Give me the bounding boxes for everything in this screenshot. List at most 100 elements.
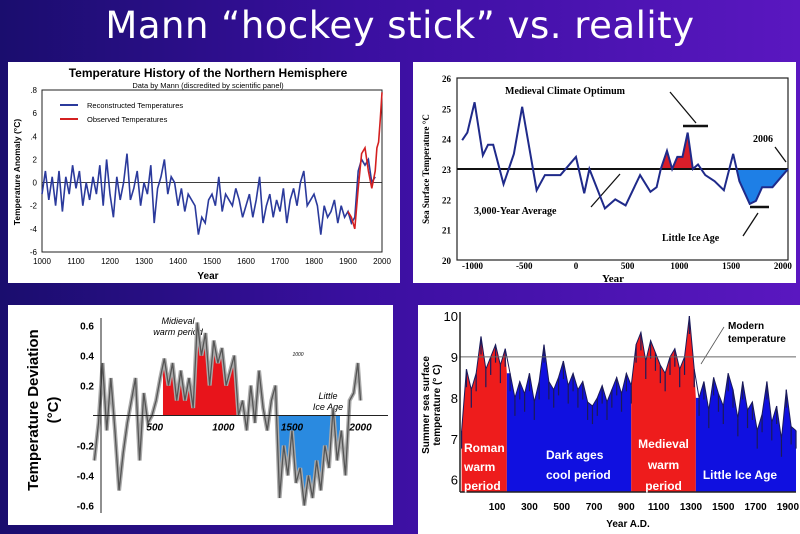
y-tick-label: 7: [451, 432, 458, 447]
modern-temperature-label-line2: temperature: [728, 334, 786, 345]
temperature-deviation-chart: Temperature Deviation (°C) Midieval warm…: [25, 316, 388, 513]
summer-sea-surface-chart-panel: Year A.D. Summer sea surface temperature…: [418, 305, 800, 534]
x-tick-label: 1200: [101, 257, 119, 266]
y-tick-label: 20: [442, 256, 452, 266]
y-axis-label: Temperature Anomaly (°C): [12, 119, 22, 226]
annotation-little-ice-age-line2: Ice Age: [313, 402, 343, 412]
y-tick-label: -6: [30, 248, 38, 257]
annotation-midieval-line2: warm period: [153, 327, 204, 337]
x-tick-label: 1800: [305, 257, 323, 266]
y-tick-label: -0.2: [77, 442, 95, 453]
y-tick-label: 10: [444, 309, 458, 324]
x-tick-label: 1100: [648, 502, 670, 513]
period-label: warm: [463, 460, 495, 474]
y-tick-label: 26: [442, 74, 452, 84]
hockey-stick-chart: Temperature History of the Northern Hemi…: [12, 66, 391, 282]
annotation-medieval-climate-optimum: Medieval Climate Optimum: [505, 86, 626, 97]
plot-frame: [41, 89, 383, 253]
sea-surface-3000-year-chart-panel: Year Sea Surface Temperature °C Medieval…: [413, 62, 796, 283]
x-tick-label: 0: [574, 261, 579, 271]
x-tick-label: 1500: [722, 261, 741, 271]
x-tick-label: 500: [621, 261, 635, 271]
x-tick-label: 1500: [712, 502, 735, 513]
x-tick-label: 1900: [777, 502, 800, 513]
x-axis-label: Year: [602, 273, 624, 283]
y-axis-label-line2: (°C): [45, 397, 62, 424]
legend-label-observed: Observed Temperatures: [87, 115, 168, 124]
sea-surface-3000-year-chart: Year Sea Surface Temperature °C Medieval…: [421, 74, 792, 283]
hockey-stick-chart-panel: Temperature History of the Northern Hemi…: [8, 62, 400, 283]
y-tick-label: -0.6: [77, 502, 95, 513]
annotation-midieval-line1: Midieval: [161, 316, 195, 326]
x-tick-label: 1500: [281, 423, 304, 434]
series-line: [93, 322, 362, 506]
period-label: warm: [647, 458, 679, 472]
temperature-deviation-chart-panel: Temperature Deviation (°C) Midieval warm…: [8, 305, 393, 525]
arrow-2006: [774, 146, 787, 163]
x-tick-label: 2000: [373, 257, 391, 266]
x-tick-label: 1000: [33, 257, 51, 266]
y-tick-label: 9: [451, 350, 458, 365]
y-axis-label: Sea Surface Temperature °C: [421, 114, 431, 224]
arrow-average: [590, 173, 621, 208]
y-tick-label: 22: [442, 195, 452, 205]
period-label: Little Ice Age: [703, 468, 778, 482]
x-tick-label: 1700: [271, 257, 289, 266]
y-tick-label: .4: [30, 132, 37, 141]
series-line: [461, 102, 789, 211]
y-tick-label: 0.2: [80, 382, 94, 393]
y-axis-label-line1: Summer sea surface: [421, 356, 432, 454]
y-tick-label: 24: [442, 135, 452, 145]
y-tick-label: 2: [33, 155, 38, 164]
period-label: cool period: [546, 468, 611, 482]
legend-label-reconstructed: Reconstructed Temperatures: [87, 101, 183, 110]
x-tick-label: -1000: [462, 261, 483, 271]
annotation-little-ice-age-line1: Little: [318, 391, 337, 401]
period-label: Medieval: [638, 437, 689, 451]
y-tick-label: 6: [33, 109, 38, 118]
y-tick-label: 0.4: [80, 352, 94, 363]
x-axis-label: Year: [197, 271, 218, 282]
series-reconstructed-line: [41, 153, 376, 235]
x-tick-label: 300: [521, 502, 538, 513]
x-tick-label: 1700: [744, 502, 767, 513]
x-tick-label: 1000: [670, 261, 689, 271]
y-tick-label: .8: [30, 86, 37, 95]
y-axis-label-line1: Temperature Deviation: [25, 329, 42, 490]
x-tick-label: 500: [146, 423, 163, 434]
period-fill-cool: [506, 344, 632, 492]
x-tick-label: 1000: [212, 423, 235, 434]
x-tick-label: 1300: [135, 257, 153, 266]
chart-subtitle: Data by Mann (discredited by scientific …: [132, 81, 284, 90]
y-tick-label: 6: [451, 473, 458, 488]
x-axis-label: Year A.D.: [606, 519, 650, 530]
y-tick-label: 23: [442, 165, 452, 175]
period-label: period: [464, 479, 501, 493]
period-label: period: [645, 479, 682, 493]
period-label: Roman: [464, 441, 505, 455]
x-tick-label: -500: [516, 261, 533, 271]
y-tick-label: 21: [442, 226, 452, 236]
x-tick-label: 900: [618, 502, 635, 513]
slide-title: Mann “hockey stick” vs. reality: [105, 4, 695, 47]
series-line: [461, 315, 797, 439]
x-tick-label: 1300: [680, 502, 703, 513]
x-tick-label: 500: [553, 502, 570, 513]
period-fill-warm: [631, 316, 696, 492]
series-observed-line: [347, 92, 383, 230]
period-fill-warm: [461, 336, 507, 492]
chart-title: Temperature History of the Northern Hemi…: [69, 66, 348, 80]
modern-temperature-label-line1: Modern: [728, 321, 764, 332]
arrow-little-ice-age: [742, 212, 759, 237]
x-tick-label: 1900: [339, 257, 357, 266]
annotation-2006: 2006: [753, 134, 773, 145]
annotation-little-ice-age: Little Ice Age: [662, 233, 720, 244]
period-fill-cool: [695, 373, 796, 492]
annotation-1000: 1000: [292, 352, 303, 358]
y-tick-label: -2: [30, 202, 38, 211]
x-tick-label: 1600: [237, 257, 255, 266]
x-tick-label: 2000: [348, 423, 372, 434]
x-tick-label: 100: [489, 502, 506, 513]
x-tick-label: 1500: [203, 257, 221, 266]
x-tick-label: 700: [586, 502, 603, 513]
